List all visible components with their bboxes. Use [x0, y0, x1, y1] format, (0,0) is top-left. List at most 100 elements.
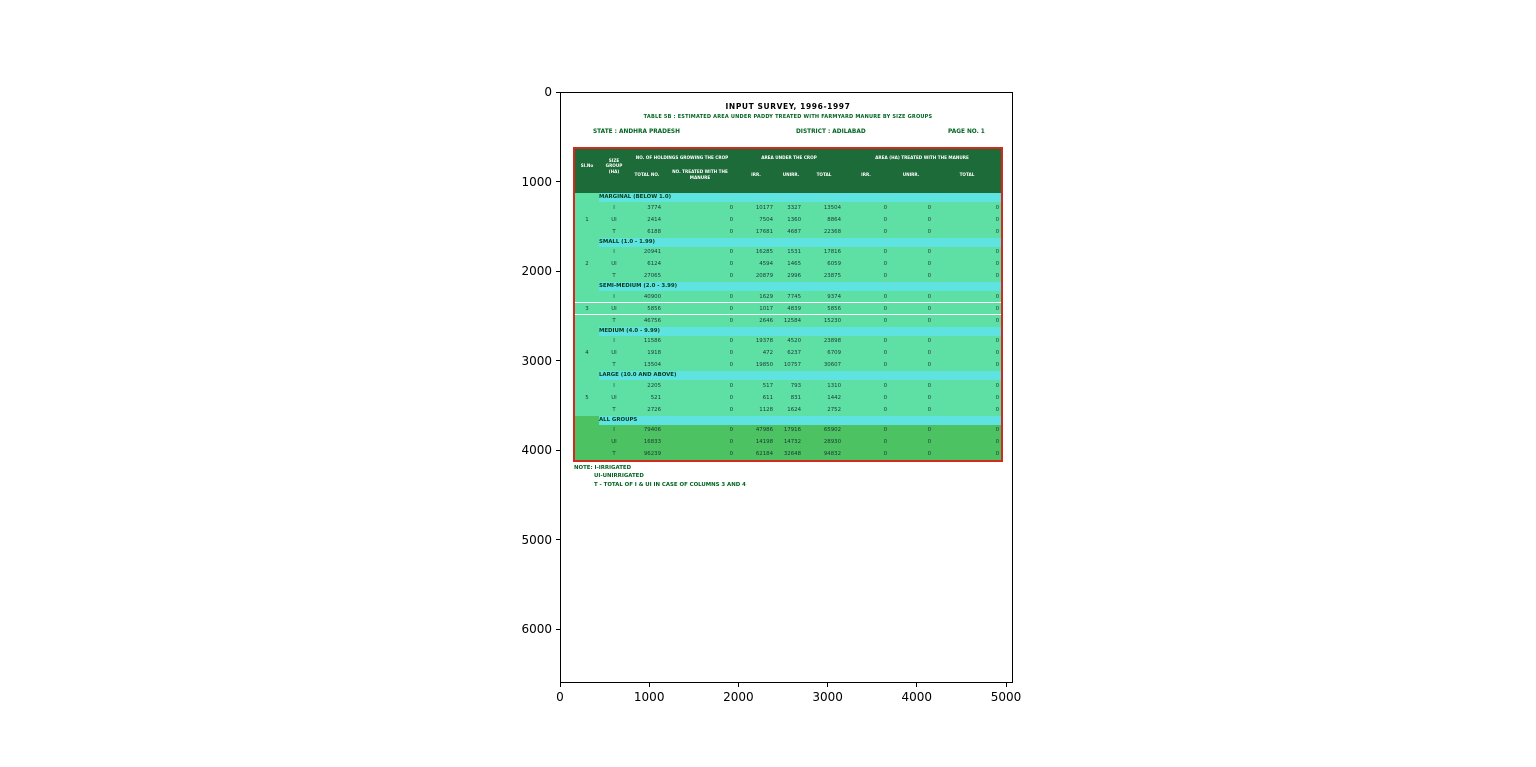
value-cell: 0	[927, 204, 931, 211]
value-cell: 23898	[823, 338, 841, 345]
x-tick-label: 1000	[633, 690, 665, 704]
table-footnotes: NOTE: I-IRRIGATED UI-UNIRRIGATED T - TOT…	[574, 464, 1004, 489]
value-cell: 0	[883, 305, 887, 312]
value-cell: 0	[729, 394, 733, 401]
serial-number-cell: 1	[585, 216, 589, 223]
serial-number-cell: 5	[585, 394, 589, 401]
header-treated-no: NO. TREATED WITH THE MANURE	[672, 169, 728, 180]
header-size-group: SIZE GROUP (HA)	[605, 158, 623, 174]
value-cell: 0	[883, 293, 887, 300]
value-cell: 0	[883, 204, 887, 211]
value-cell: 0	[995, 350, 999, 357]
x-tick-mark	[559, 683, 561, 687]
value-cell: 0	[729, 439, 733, 446]
value-cell: 5856	[827, 305, 841, 312]
value-cell: 6188	[647, 228, 661, 235]
value-cell: 1442	[827, 394, 841, 401]
size-group-block: MARGINAL (BELOW 1.0) I 3774 0 10177 3327 13504…	[575, 193, 1001, 238]
row-type-cell: T	[612, 273, 616, 280]
serial-number-cell: 2	[585, 261, 589, 268]
row-type-cell: T	[612, 317, 616, 324]
value-cell: 27065	[643, 273, 661, 280]
table-row: I 40900 0 1629 7745 9374 0 0 0	[575, 291, 1001, 303]
value-cell: 14198	[755, 439, 773, 446]
value-cell: 0	[995, 261, 999, 268]
value-cell: 0	[883, 249, 887, 256]
value-cell: 0	[883, 273, 887, 280]
header-area-irr: IRR.	[751, 171, 761, 177]
page-number-label: PAGE NO. 1	[948, 129, 985, 135]
value-cell: 8864	[827, 216, 841, 223]
value-cell: 0	[927, 317, 931, 324]
size-group-block: ALL GROUPS I 79406 0 47986 17916 65902 0 0 0 UI 168…	[575, 415, 1001, 461]
table-row: 5 UI 521 0 611 831 1442 0 0 0	[575, 391, 1001, 404]
value-cell: 0	[883, 451, 887, 458]
value-cell: 1128	[759, 406, 773, 413]
size-group-block: SMALL (1.0 - 1.99) I 20941 0 16285 1531 17816 0…	[575, 237, 1001, 283]
size-group-label: SMALL (1.0 - 1.99)	[599, 237, 1001, 247]
value-cell: 94832	[823, 451, 841, 458]
size-group-band: SEMI-MEDIUM (2.0 - 3.99)	[575, 282, 1001, 291]
value-cell: 0	[883, 216, 887, 223]
value-cell: 0	[927, 228, 931, 235]
x-tick-mark	[648, 683, 650, 687]
band-sno-cell	[575, 237, 599, 247]
table-row: I 2205 0 517 793 1310 0 0 0	[575, 380, 1001, 392]
value-cell: 517	[762, 382, 773, 389]
band-sno-cell	[575, 193, 599, 202]
value-cell: 0	[995, 427, 999, 434]
size-group-label: SEMI-MEDIUM (2.0 - 3.99)	[599, 282, 1001, 291]
survey-table: Sl.No SIZE GROUP (HA) NO. OF HOLDINGS GR…	[573, 147, 1003, 462]
y-tick-label: 4000	[521, 443, 552, 457]
x-tick-label: 4000	[901, 690, 933, 704]
value-cell: 0	[883, 382, 887, 389]
document-meta-line: STATE : ANDHRA PRADESH DISTRICT : ADILAB…	[573, 129, 1003, 139]
value-cell: 0	[995, 439, 999, 446]
value-cell: 16285	[755, 249, 773, 256]
value-cell: 4839	[787, 305, 801, 312]
value-cell: 7504	[759, 216, 773, 223]
size-group-band: LARGE (10.0 AND ABOVE)	[575, 371, 1001, 380]
value-cell: 0	[995, 216, 999, 223]
value-cell: 0	[729, 305, 733, 312]
value-cell: 521	[650, 394, 661, 401]
row-type-cell: I	[613, 427, 615, 434]
value-cell: 0	[927, 261, 931, 268]
value-cell: 19850	[755, 362, 773, 369]
value-cell: 0	[883, 228, 887, 235]
header-treated-irr: IRR.	[861, 171, 871, 177]
table-row: UI 16833 0 14198 14732 28930 0 0 0	[575, 436, 1001, 449]
value-cell: 1918	[647, 350, 661, 357]
value-cell: 10757	[783, 362, 801, 369]
size-group-band: SMALL (1.0 - 1.99)	[575, 237, 1001, 247]
table-row: T 46756 0 2646 12584 15230 0 0 0	[575, 314, 1001, 327]
header-area-total: TOTAL	[816, 171, 832, 177]
size-group-band: MEDIUM (4.0 - 9.99)	[575, 326, 1001, 336]
value-cell: 0	[883, 350, 887, 357]
size-group-label: LARGE (10.0 AND ABOVE)	[599, 371, 1001, 380]
value-cell: 0	[729, 228, 733, 235]
value-cell: 1624	[787, 406, 801, 413]
value-cell: 0	[995, 293, 999, 300]
value-cell: 2414	[647, 216, 661, 223]
size-group-block: SEMI-MEDIUM (2.0 - 3.99) I 40900 0 1629 7745 9…	[575, 282, 1001, 327]
value-cell: 0	[883, 439, 887, 446]
value-cell: 0	[729, 293, 733, 300]
row-type-cell: I	[613, 249, 615, 256]
value-cell: 0	[883, 338, 887, 345]
band-sno-cell	[575, 415, 599, 425]
value-cell: 20941	[643, 249, 661, 256]
table-row: T 13504 0 19850 10757 30607 0 0 0	[575, 359, 1001, 371]
row-type-cell: T	[612, 406, 616, 413]
y-tick-label: 2000	[521, 264, 552, 278]
value-cell: 20879	[755, 273, 773, 280]
value-cell: 6059	[827, 261, 841, 268]
value-cell: 0	[883, 427, 887, 434]
value-cell: 0	[729, 451, 733, 458]
x-tick-mark	[1005, 683, 1007, 687]
row-type-cell: I	[613, 293, 615, 300]
note-line: NOTE: I-IRRIGATED	[574, 465, 632, 471]
row-type-cell: UI	[611, 394, 617, 401]
y-tick-mark	[556, 91, 560, 93]
